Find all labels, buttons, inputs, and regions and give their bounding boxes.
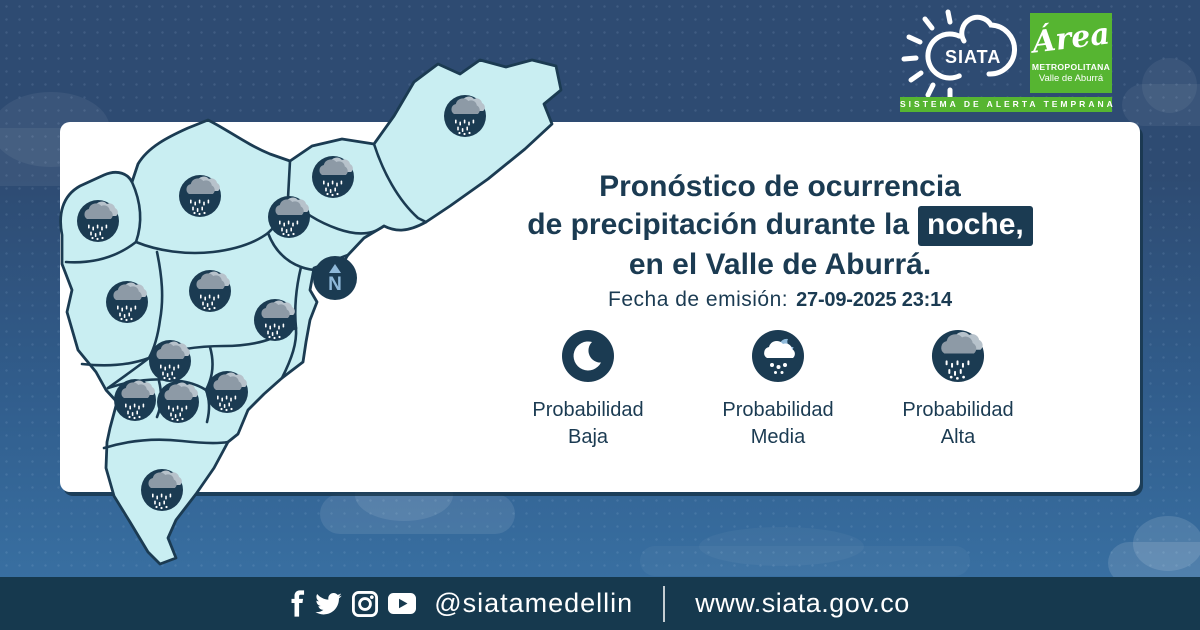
legend-item-baja: Probabilidad Baja — [493, 328, 683, 451]
twitter-icon[interactable] — [315, 592, 342, 615]
title-line1: Pronóstico de ocurrencia — [599, 170, 961, 203]
municipal-border — [280, 265, 303, 380]
forecast-marker-alta — [106, 281, 148, 323]
forecast-marker-alta — [114, 379, 156, 421]
forecast-marker-alta — [444, 95, 486, 137]
forecast-marker-alta — [77, 200, 119, 242]
municipal-border — [372, 142, 428, 224]
title-line3: en el Valle de Aburrá. — [628, 248, 932, 281]
emission-value: 27-09-2025 23:14 — [796, 289, 952, 311]
probability-legend: Probabilidad Baja Probabilidad Media — [470, 328, 1090, 468]
forecast-marker-alta — [149, 340, 191, 382]
forecast-marker-alta — [268, 196, 310, 238]
sun-rays-icon — [901, 9, 953, 98]
municipal-border — [106, 356, 151, 390]
cloud-heavy-rain-icon — [931, 329, 985, 383]
instagram-icon[interactable] — [352, 590, 379, 617]
legend-label: Probabilidad Baja — [532, 399, 644, 448]
title-highlight-noche: noche, — [918, 206, 1033, 246]
facebook-icon[interactable] — [290, 590, 305, 617]
sun-arc-icon — [925, 31, 962, 81]
forecast-marker-alta — [206, 371, 248, 413]
emission-date: Fecha de emisión: 27-09-2025 23:14 — [470, 288, 1090, 312]
page-title: Pronóstico de ocurrencia de precipitació… — [470, 168, 1090, 284]
card-content: Pronóstico de ocurrencia de precipitació… — [470, 122, 1090, 492]
cloud-drizzle-moon-icon — [752, 330, 804, 382]
municipal-border — [80, 356, 151, 367]
forecast-marker-alta — [312, 156, 354, 198]
siata-tagline: SISTEMA DE ALERTA TEMPRANA — [900, 97, 1113, 112]
legend-item-media: Probabilidad Media — [683, 328, 873, 451]
area-logo-region: Valle de Aburrá — [1038, 73, 1104, 84]
municipal-border — [130, 180, 142, 244]
social-handle[interactable]: @siatamedellin — [434, 588, 634, 618]
moon-icon — [562, 330, 614, 382]
header-logos: SIATA Área METROPOLITANA Valle de Aburrá… — [898, 8, 1114, 116]
north-compass-icon: N — [313, 256, 357, 300]
area-logo-script: Área — [1030, 16, 1112, 61]
emission-label: Fecha de emisión: — [608, 288, 789, 311]
aburra-valley-map: N — [59, 58, 563, 566]
footer-bar: @siatamedellin www.siata.gov.co — [0, 577, 1200, 630]
legend-label: Probabilidad Alta — [902, 399, 1014, 448]
social-icons — [290, 590, 417, 617]
svg-text:N: N — [328, 274, 342, 295]
cloud-shape — [640, 527, 970, 576]
website-url[interactable]: www.siata.gov.co — [695, 588, 910, 618]
footer-divider — [663, 585, 666, 622]
municipal-border — [64, 240, 138, 264]
municipal-border — [147, 250, 164, 360]
forecast-marker-alta — [254, 299, 296, 341]
title-line2: de precipitación durante la — [527, 208, 910, 241]
municipal-border — [102, 438, 230, 450]
siata-logo: SIATA — [901, 9, 1017, 98]
area-logo-name: METROPOLITANA — [1031, 62, 1111, 72]
cloud-outline-icon — [959, 14, 1017, 77]
youtube-icon[interactable] — [388, 593, 417, 614]
cloud-shape — [1122, 57, 1200, 126]
forecast-marker-alta — [141, 469, 183, 511]
siata-logo-text: SIATA — [945, 47, 1001, 67]
forecast-marker-alta — [179, 175, 221, 217]
forecast-marker-alta — [157, 381, 199, 423]
legend-item-alta: Probabilidad Alta — [863, 328, 1053, 451]
legend-label: Probabilidad Media — [722, 399, 834, 448]
forecast-marker-alta — [189, 270, 231, 312]
area-metropolitana-logo: Área METROPOLITANA Valle de Aburrá — [1030, 13, 1112, 93]
